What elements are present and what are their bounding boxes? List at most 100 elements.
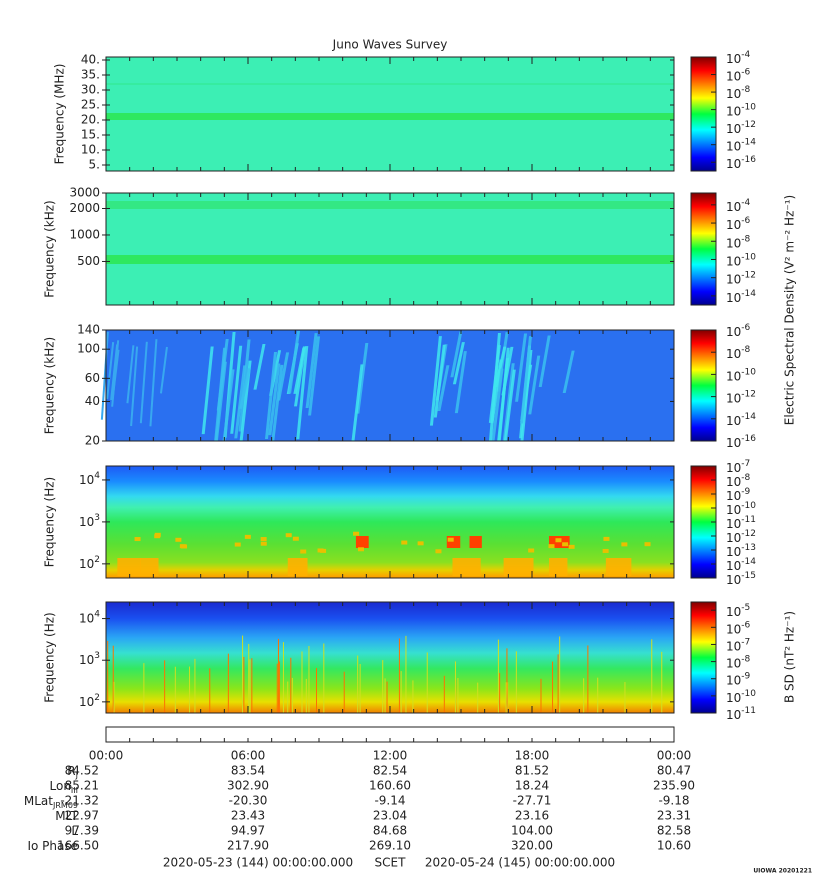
colorbar-tick-label: 10-6	[726, 620, 751, 636]
emission-streak	[239, 368, 252, 409]
spectrogram-image	[106, 602, 674, 713]
emission-blob	[644, 542, 651, 547]
emission-streak	[239, 360, 252, 441]
ephemeris-sub: JRM09	[52, 801, 78, 810]
y-tick-label: 40	[85, 394, 100, 408]
ephemeris-label: LonIII	[50, 779, 79, 795]
ephemeris-value: 269.10	[369, 839, 411, 853]
y-tick-label: 25.	[81, 98, 100, 112]
colorbar-tick-label: 10-11	[726, 706, 756, 722]
y-axis-label: Frequency (MHz)	[53, 64, 67, 165]
ephemeris-value: 84.68	[373, 824, 407, 838]
emission-streak	[139, 341, 148, 424]
colorbar-tick-label: 10-8	[726, 654, 751, 670]
emission-blob	[503, 558, 534, 576]
spectrogram-image	[106, 193, 674, 305]
emission-streak	[296, 346, 309, 440]
ephemeris-name: L	[71, 824, 78, 838]
footer-end: 2020-05-24 (145) 00:00:00.000	[425, 856, 615, 870]
colorbar-tick-label: 10-14	[726, 557, 756, 573]
y-tick-label: 2000	[69, 201, 100, 215]
y-tick-label: 20.	[81, 113, 100, 127]
emission-blob	[417, 541, 424, 546]
emission-band	[106, 83, 674, 85]
ephemeris-value: 85.21	[65, 779, 99, 793]
y-tick-label: 104	[79, 609, 100, 625]
ephemeris-value: 302.90	[227, 779, 269, 793]
emission-blob	[117, 558, 141, 576]
y-tick-label: 1000	[69, 227, 100, 241]
emission-blob	[175, 537, 182, 542]
ephemeris-value: 82.58	[657, 824, 691, 838]
emission-streak	[538, 335, 551, 387]
ephemeris-value: 104.00	[511, 824, 553, 838]
colorbar-tick-label: 10-10	[726, 367, 756, 383]
emission-streak	[562, 350, 575, 394]
emission-blob	[134, 537, 141, 542]
ephemeris-value: 82.54	[373, 764, 407, 778]
emission-blob	[244, 534, 251, 539]
y-tick-label: 103	[79, 651, 100, 667]
ephemeris-value: 23.16	[515, 809, 549, 823]
colorbar	[690, 56, 717, 172]
emission-streak	[515, 333, 528, 402]
y-tick-label: 10.	[81, 143, 100, 157]
y-tick-label: 100	[77, 342, 100, 356]
emission-streak	[488, 333, 501, 441]
ephemeris-label: L	[71, 824, 78, 838]
spectrogram: 140 100 60 40 20 Frequency (kHz) 10-6 10-8 10-10…	[43, 323, 757, 450]
emission-streak	[450, 331, 463, 378]
emission-streak	[106, 342, 115, 400]
emission-streak	[149, 339, 158, 427]
emission-streak	[159, 346, 168, 394]
emission-blob	[447, 537, 454, 542]
emission-blob	[357, 547, 364, 552]
ephemeris-value: 94.97	[231, 824, 265, 838]
colorbar-tick-label: 10-10	[726, 252, 756, 268]
emission-streak	[214, 361, 227, 441]
y-tick-label: 140	[77, 323, 100, 337]
colorbar-tick-label: 10-12	[726, 120, 756, 136]
ephemeris-value: -21.32	[60, 794, 99, 808]
y-tick-label: 102	[79, 554, 100, 570]
y-tick-label: 20	[85, 434, 100, 448]
ephemeris-name: Io Phase	[27, 839, 78, 853]
colorbar-tick-label: 10-12	[726, 529, 756, 545]
emission-blob	[605, 558, 632, 576]
colorbar-tick-label: 10-5	[726, 603, 750, 619]
colorbar-label: Electric Spectral Density (V² m⁻² Hz⁻¹)	[783, 195, 797, 425]
y-tick-label: 15.	[81, 128, 100, 142]
y-tick-label: 500	[77, 254, 100, 268]
footer-stamp: UIOWA 20201221	[753, 868, 812, 875]
emission-streak	[110, 344, 119, 401]
emission-blob	[285, 533, 292, 538]
emission-blob	[179, 544, 186, 549]
ephemeris-value: 97.39	[65, 824, 99, 838]
ephemeris-name: MLT	[55, 809, 78, 823]
emission-streak	[351, 364, 364, 441]
y-tick-label: 3000	[69, 186, 100, 200]
y-axis-label: Frequency (kHz)	[43, 200, 57, 297]
emission-blob	[355, 536, 369, 548]
emission-streak	[293, 346, 306, 407]
time-tick-label: 18:00	[515, 749, 550, 763]
emission-blob	[469, 536, 482, 548]
emission-streak	[293, 347, 306, 394]
ephemeris-value: 320.00	[511, 839, 553, 853]
colorbar-tick-label: 10-15	[726, 571, 756, 587]
spectrogram-image	[106, 330, 674, 441]
emission-blob	[287, 558, 308, 576]
ephemeris-value: 10.60	[657, 839, 691, 853]
emission-streak	[497, 347, 510, 441]
colorbar-tick-label: 10-7	[726, 459, 750, 475]
colorbar	[690, 192, 717, 306]
footer-start: 2020-05-23 (144) 00:00:00.000	[163, 856, 353, 870]
emission-blob	[602, 548, 609, 553]
y-tick-label: 103	[79, 512, 100, 528]
emission-streak	[271, 364, 284, 441]
ephemeris-value: -9.18	[658, 794, 689, 808]
colorbar-tick-label: 10-8	[726, 85, 751, 101]
colorbar	[690, 601, 717, 714]
